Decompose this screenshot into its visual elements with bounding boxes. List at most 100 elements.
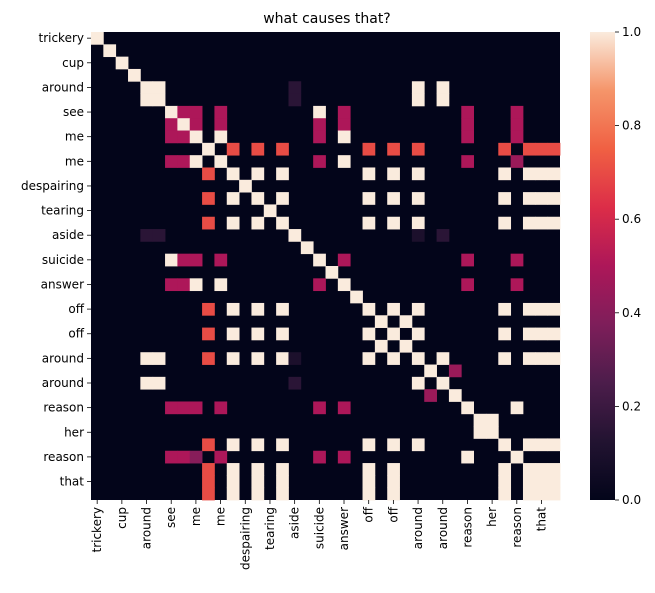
heatmap-cell	[165, 155, 178, 168]
heatmap-cell	[263, 204, 277, 218]
heatmap-cell	[276, 142, 289, 156]
heatmap-cell	[411, 192, 425, 205]
y-tick-label: around	[42, 80, 84, 94]
heatmap-cell	[485, 426, 499, 439]
heatmap-cell	[165, 130, 178, 144]
heatmap-cell	[288, 229, 302, 242]
heatmap-cell	[165, 118, 178, 131]
heatmap-cell	[276, 327, 289, 341]
y-tick-label: around	[42, 376, 84, 390]
heatmap-cell	[189, 130, 203, 144]
y-tick-label: tearing	[41, 204, 84, 218]
heatmap-cell	[374, 315, 388, 328]
heatmap-cell	[276, 438, 289, 452]
heatmap-cell	[535, 487, 549, 501]
heatmap-cell	[214, 118, 228, 131]
heatmap-cell	[362, 216, 376, 230]
heatmap-cell	[276, 463, 289, 476]
heatmap-cell	[535, 302, 549, 316]
heatmap-cell	[214, 253, 228, 267]
heatmap-cell	[214, 130, 228, 144]
heatmap-cell	[140, 93, 154, 107]
heatmap-cell	[461, 105, 474, 119]
y-tick-label: her	[64, 425, 84, 439]
heatmap-cell	[202, 327, 215, 341]
heatmap-cell	[510, 450, 524, 464]
x-tick-label: around	[140, 507, 154, 549]
heatmap-cell	[337, 278, 351, 292]
heatmap-cell	[535, 475, 549, 489]
heatmap-cell	[436, 93, 450, 107]
x-tick-label: her	[485, 507, 499, 527]
heatmap-cell	[387, 463, 400, 476]
heatmap-cell	[226, 192, 240, 205]
y-tick-label: despairing	[21, 179, 84, 193]
heatmap-cell	[461, 155, 474, 168]
heatmap-cells	[91, 32, 561, 501]
heatmap-cell	[498, 463, 512, 476]
heatmap-cell	[214, 155, 228, 168]
heatmap-cell	[424, 389, 437, 402]
heatmap-cell	[337, 155, 351, 168]
heatmap-cell	[535, 216, 549, 230]
heatmap-cell	[387, 438, 400, 452]
heatmap-cell	[313, 130, 326, 144]
colorbar-tick-label: 0.6	[622, 212, 641, 226]
heatmap-cell	[411, 142, 425, 156]
heatmap-cell	[313, 401, 326, 415]
heatmap-cell	[362, 487, 376, 501]
x-tick-label: off	[386, 506, 400, 522]
x-tick-label: reason	[460, 507, 474, 548]
heatmap-cell	[276, 302, 289, 316]
heatmap-cell	[387, 487, 400, 501]
heatmap-cell	[510, 253, 524, 267]
y-tick-label: reason	[43, 401, 84, 415]
x-tick-label: despairing	[238, 507, 252, 570]
heatmap-cell	[202, 216, 215, 230]
heatmap-cell	[276, 216, 289, 230]
heatmap-cell	[498, 438, 512, 452]
heatmap-cell	[337, 118, 351, 131]
heatmap-cell	[226, 302, 240, 316]
heatmap-cell	[547, 463, 561, 476]
heatmap-cell	[288, 81, 302, 94]
heatmap-cell	[485, 413, 499, 427]
heatmap-cell	[350, 290, 363, 304]
heatmap-cell	[547, 216, 561, 230]
heatmap-cell	[251, 192, 265, 205]
heatmap-cell	[461, 118, 474, 131]
heatmap-cell	[251, 438, 265, 452]
heatmap-cell	[510, 278, 524, 292]
heatmap-cell	[226, 327, 240, 341]
heatmap-cell	[251, 352, 265, 365]
heatmap-cell	[535, 192, 549, 205]
heatmap-cell	[177, 118, 191, 131]
y-tick-label: trickery	[38, 31, 84, 45]
heatmap-cell	[362, 167, 376, 181]
heatmap-cell	[165, 278, 178, 292]
heatmap-cell	[522, 352, 536, 365]
heatmap-cell	[276, 475, 289, 489]
heatmap-cell	[411, 327, 425, 341]
heatmap-cell	[202, 487, 215, 501]
heatmap-cell	[535, 463, 549, 476]
heatmap-cell	[498, 487, 512, 501]
heatmap-cell	[362, 192, 376, 205]
heatmap-cell	[202, 352, 215, 365]
heatmap-cell	[177, 105, 191, 119]
heatmap-cell	[387, 192, 400, 205]
heatmap-cell	[165, 253, 178, 267]
heatmap-cell	[547, 192, 561, 205]
heatmap-cell	[189, 278, 203, 292]
heatmap-cell	[325, 266, 339, 279]
heatmap-cell	[498, 216, 512, 230]
heatmap-cell	[547, 352, 561, 365]
heatmap-cell	[251, 167, 265, 181]
heatmap-cell	[337, 105, 351, 119]
colorbar-ticks: 0.0 0.2 0.4 0.6 0.8 1.0	[615, 25, 641, 507]
heatmap-cell	[522, 302, 536, 316]
y-tick-label: me	[65, 154, 84, 168]
x-tick-label: me	[189, 507, 203, 526]
heatmap-cell	[547, 438, 561, 452]
heatmap-cell	[177, 401, 191, 415]
